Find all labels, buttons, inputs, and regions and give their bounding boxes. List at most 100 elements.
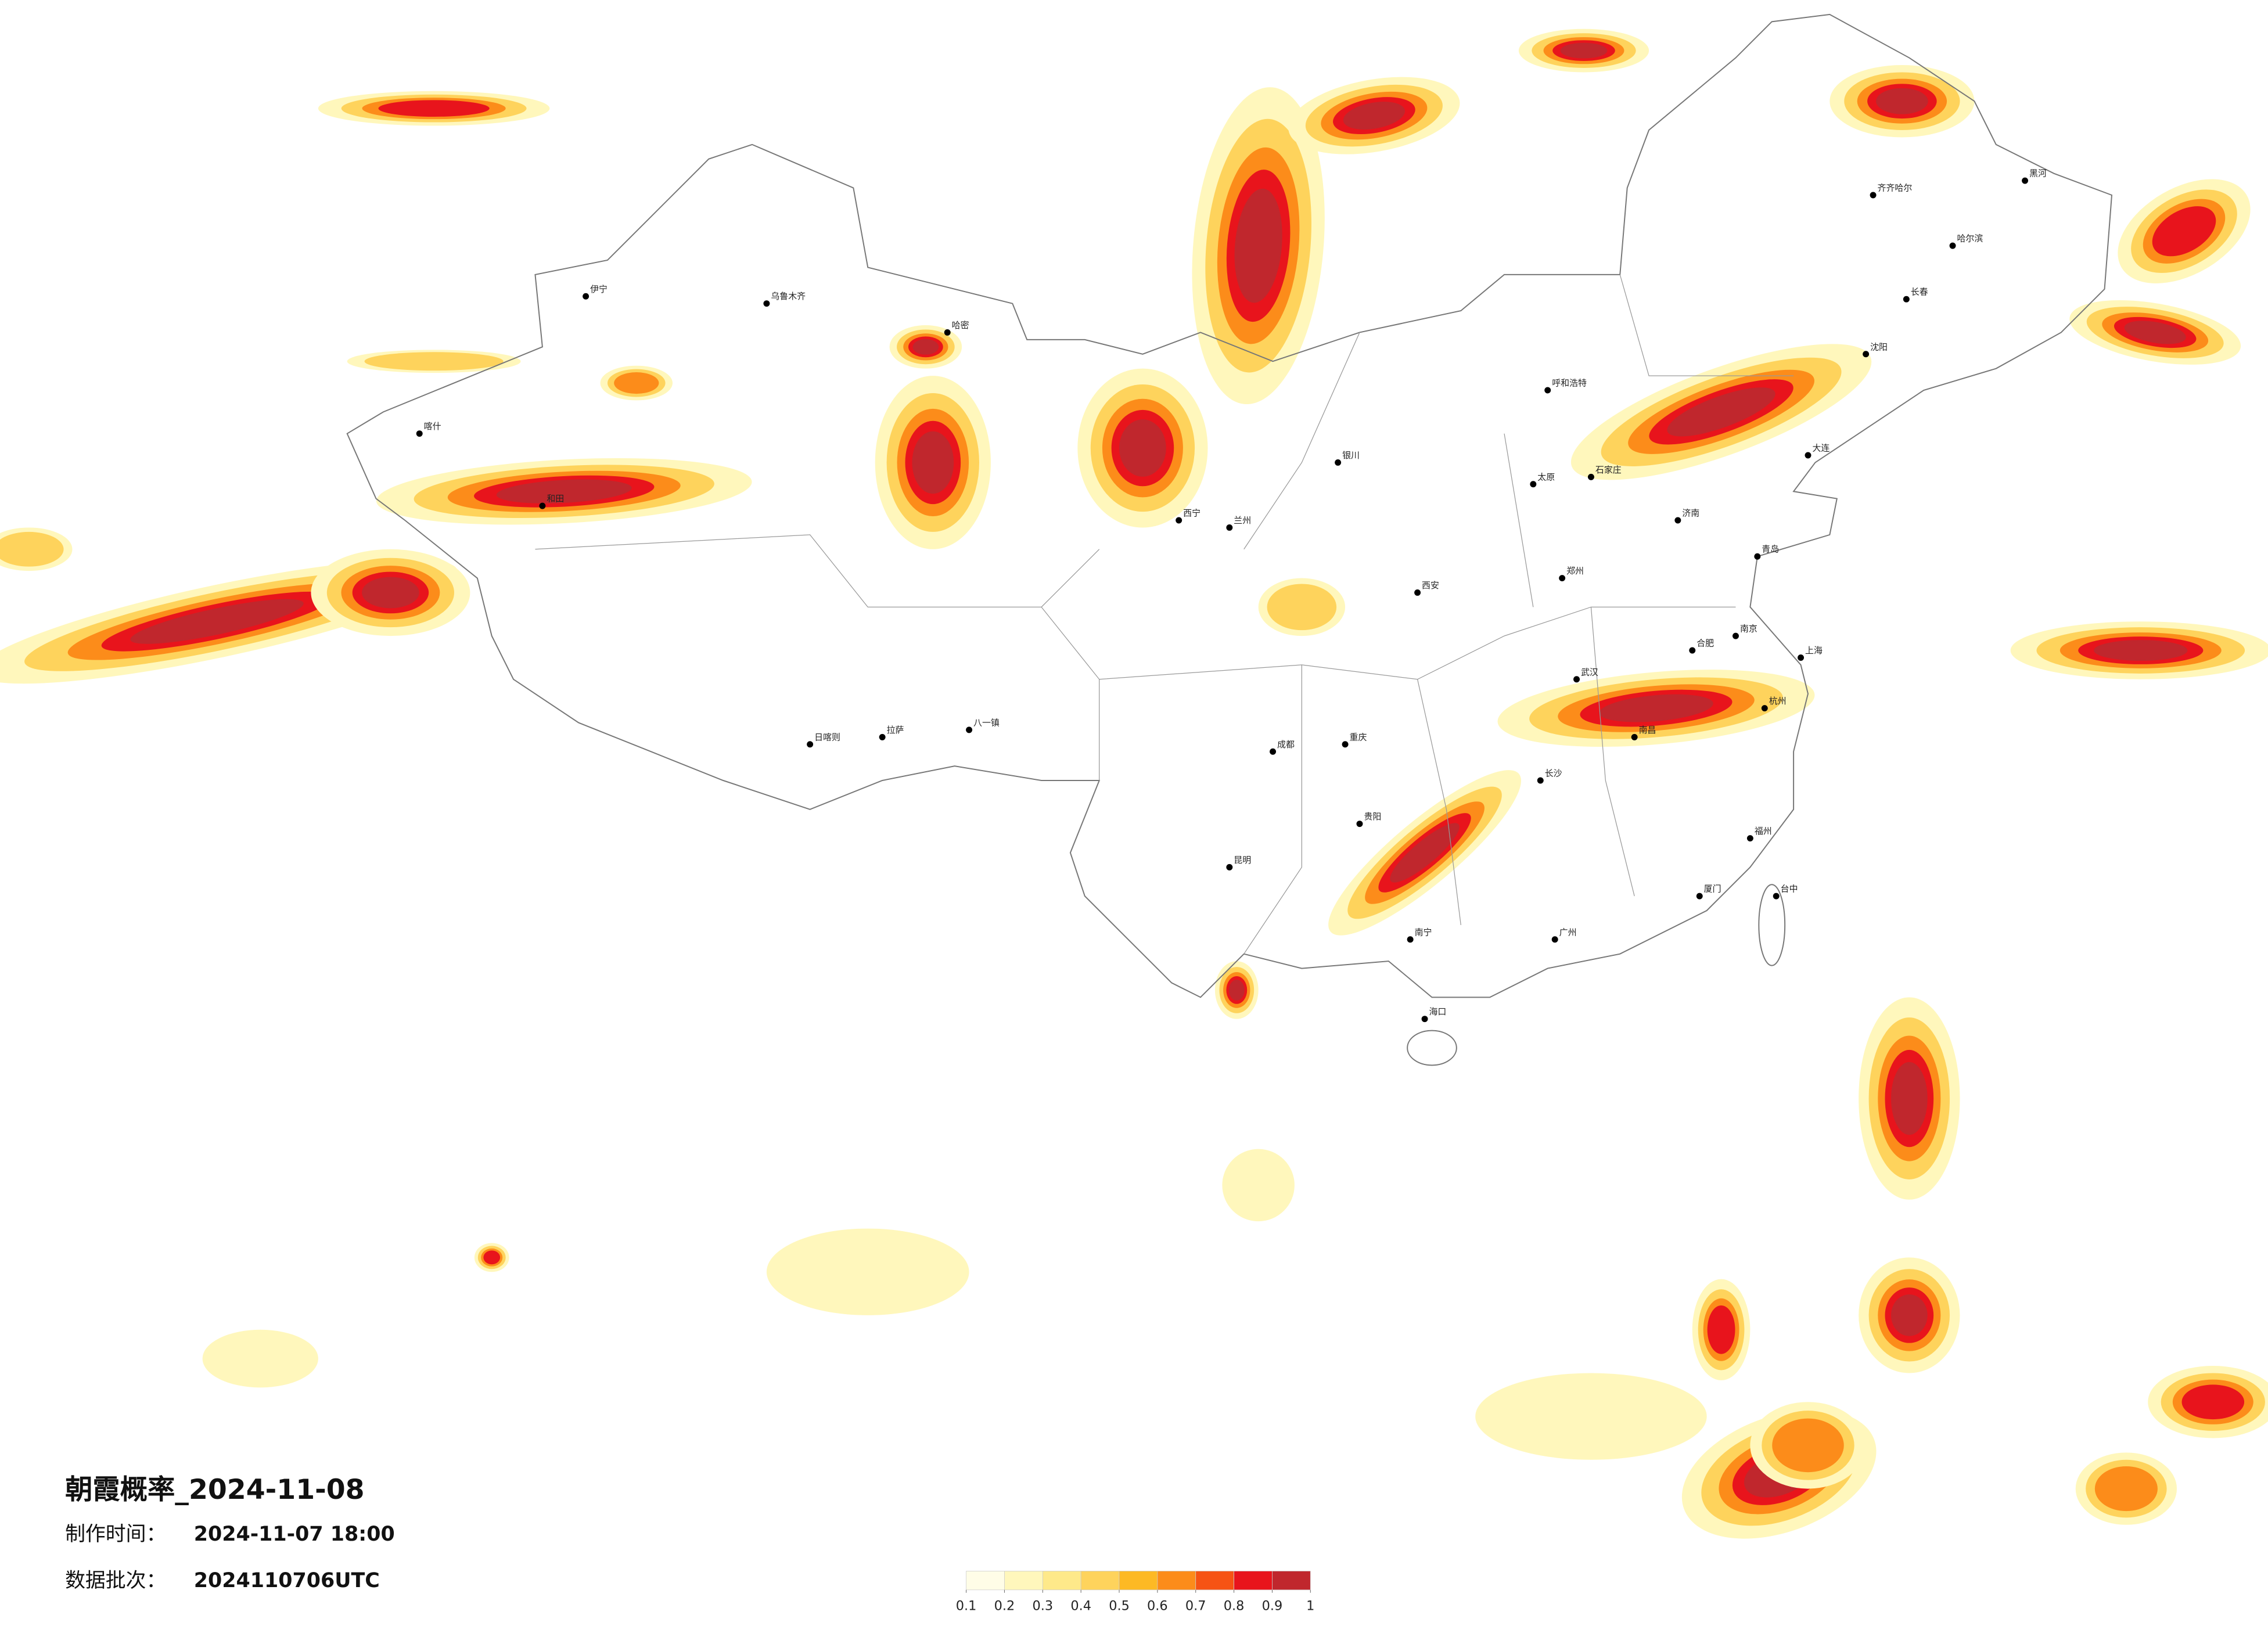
- city-dot: [1559, 575, 1566, 582]
- probability-area: [364, 352, 504, 371]
- city-label: 哈密: [952, 320, 969, 330]
- city-label: 太原: [1537, 472, 1555, 482]
- colorbar-swatch: [966, 1571, 1005, 1591]
- city-label: 长沙: [1545, 768, 1562, 779]
- probability-area: [912, 431, 954, 494]
- city-dot: [1870, 192, 1877, 199]
- city-label: 济南: [1682, 508, 1699, 519]
- city-dot: [1733, 632, 1739, 639]
- probability-area: [1667, 387, 1775, 437]
- city-label: 伊宁: [590, 284, 608, 294]
- colorbar-swatch: [1119, 1571, 1158, 1591]
- city-dot: [1689, 647, 1696, 654]
- city-label: 台中: [1781, 884, 1798, 894]
- city-dot: [1226, 524, 1233, 531]
- city-label: 日喀则: [814, 732, 840, 742]
- city-label: 南昌: [1639, 725, 1656, 735]
- city-dot: [1754, 553, 1761, 560]
- probability-area: [2152, 206, 2216, 257]
- colorbar-tick-label: 0.6: [1147, 1599, 1168, 1614]
- probability-area: [1890, 1062, 1928, 1135]
- city-dot: [1421, 1016, 1428, 1023]
- probability-area: [202, 1329, 318, 1388]
- city-dot: [1530, 481, 1537, 488]
- city-label: 大连: [1812, 443, 1830, 454]
- city-label: 昆明: [1234, 855, 1251, 865]
- colorbar-tick-label: 0.1: [956, 1599, 977, 1614]
- city-dot: [1587, 473, 1594, 480]
- city-label: 杭州: [1769, 696, 1787, 706]
- colorbar-tick-label: 0.4: [1070, 1599, 1091, 1614]
- probability-area: [496, 479, 632, 503]
- city-dot: [1356, 821, 1363, 828]
- hainan-outline: [1407, 1030, 1457, 1066]
- city-label: 厦门: [1704, 884, 1721, 894]
- probability-area: [362, 577, 419, 609]
- city-label: 八一镇: [973, 717, 1000, 728]
- city-dot: [1407, 936, 1414, 943]
- map-title: 朝霞概率_2024-11-08: [65, 1474, 365, 1506]
- colorbar-swatch: [1080, 1571, 1120, 1591]
- city-label: 喀什: [424, 421, 441, 431]
- colorbar-swatch: [1157, 1571, 1196, 1591]
- city-dot: [879, 733, 886, 740]
- colorbar-tick-label: 0.5: [1109, 1599, 1130, 1614]
- city-label: 广州: [1559, 927, 1577, 937]
- city-label: 沈阳: [1870, 341, 1888, 352]
- city-dot: [966, 726, 973, 733]
- data-batch-label: 数据批次：: [65, 1569, 166, 1592]
- probability-area: [1267, 584, 1337, 631]
- probability-area: [1343, 102, 1405, 130]
- city-dot: [539, 502, 546, 509]
- city-dot: [1226, 864, 1233, 870]
- city-dot: [1544, 387, 1551, 394]
- probability-area: [0, 531, 64, 567]
- probability-area: [378, 100, 490, 117]
- city-dot: [1674, 517, 1681, 524]
- taiwan-outline: [1758, 884, 1786, 966]
- probability-area: [1560, 42, 1608, 59]
- city-dot: [1342, 741, 1349, 748]
- city-label: 银川: [1342, 450, 1360, 461]
- probability-area: [1222, 1149, 1295, 1222]
- country-outline: [346, 13, 2113, 998]
- city-dot: [1551, 936, 1558, 943]
- probability-area: [912, 339, 939, 355]
- city-label: 长春: [1911, 287, 1928, 297]
- city-dot: [1798, 654, 1805, 661]
- city-dot: [1949, 242, 1956, 249]
- city-dot: [763, 300, 770, 307]
- probability-area: [1228, 979, 1245, 1001]
- colorbar-swatch: [1004, 1571, 1043, 1591]
- colorbar-tick-label: 0.9: [1262, 1599, 1283, 1614]
- probability-area: [1599, 694, 1713, 722]
- city-dot: [1761, 705, 1768, 712]
- city-label: 贵阳: [1364, 811, 1381, 822]
- city-label: 武汉: [1581, 667, 1598, 677]
- probability-area: [1234, 188, 1282, 303]
- city-label: 西宁: [1183, 508, 1201, 519]
- colorbar-swatch: [1042, 1571, 1081, 1591]
- city-dot: [1573, 676, 1580, 683]
- city-label: 福州: [1755, 826, 1772, 836]
- probability-area: [1707, 1305, 1735, 1354]
- probability-area: [483, 1250, 501, 1265]
- city-label: 重庆: [1350, 732, 1367, 742]
- colorbar-tick-label: 0.3: [1032, 1599, 1053, 1614]
- city-label: 拉萨: [887, 725, 904, 735]
- city-label: 兰州: [1234, 515, 1251, 526]
- probability-area: [2181, 1384, 2245, 1420]
- probability-area: [614, 372, 659, 394]
- city-label: 黑河: [2029, 168, 2047, 179]
- probability-area: [2094, 640, 2188, 661]
- city-label: 石家庄: [1595, 465, 1622, 475]
- city-label: 海口: [1429, 1006, 1447, 1017]
- city-dot: [1270, 748, 1277, 755]
- city-dot: [1631, 733, 1638, 740]
- city-dot: [1805, 452, 1811, 459]
- probability-area: [2094, 1466, 2158, 1512]
- city-label: 哈尔滨: [1957, 233, 1983, 244]
- city-dot: [583, 293, 590, 300]
